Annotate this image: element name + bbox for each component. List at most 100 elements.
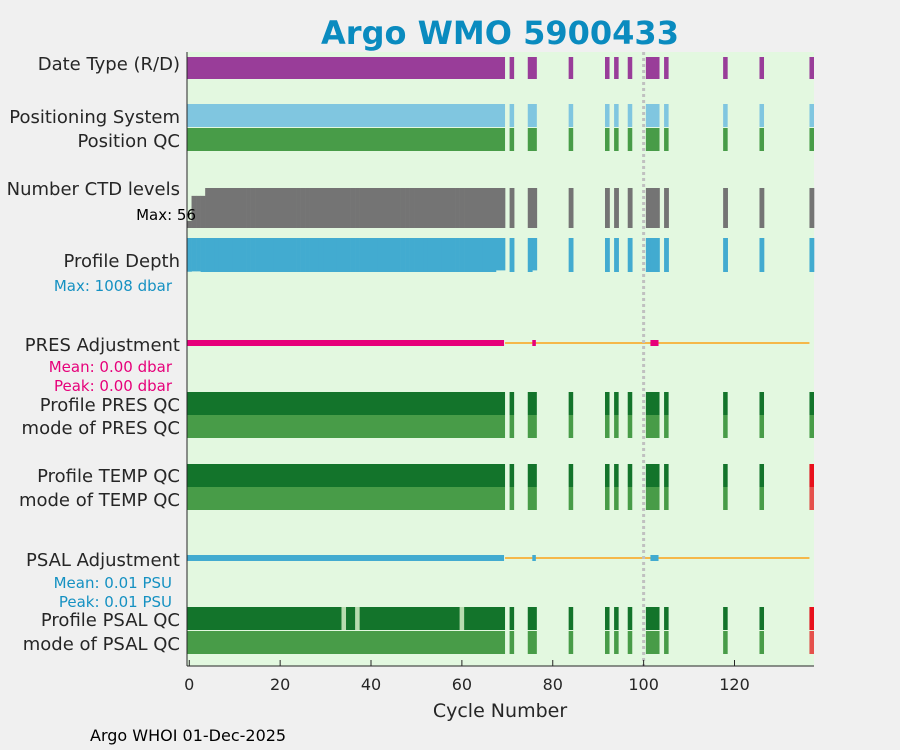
n_levels-bar (614, 188, 619, 228)
n_levels-bar (314, 188, 320, 228)
psal_adjustment-note-1: Peak: 0.01 PSU (59, 593, 172, 611)
profile_pres_qc-bar (527, 392, 537, 415)
profile_depth-bar (645, 238, 651, 272)
profile_temp_qc-bar (614, 464, 619, 487)
profile_depth-bar (809, 238, 815, 272)
n_levels-bar (355, 188, 360, 228)
mode_temp_qc-bar (759, 487, 765, 510)
positioning_system-bar (527, 104, 537, 127)
n_levels-bar (455, 188, 460, 228)
profile_depth-bar (400, 238, 406, 272)
n_levels-bar (386, 188, 392, 228)
profile_depth-bar (227, 238, 233, 272)
profile_depth-bar (605, 238, 610, 272)
mode_psal_qc-bar (664, 631, 669, 654)
n_levels-bar (187, 220, 192, 228)
n_levels-bar (605, 188, 610, 228)
profile_pres_qc-bar (509, 392, 515, 415)
positioning_system-bar (187, 104, 506, 127)
profile_depth-bar (445, 238, 451, 272)
row-label-mode_pres_qc: mode of PRES QC (22, 418, 180, 439)
x-tick-label: 60 (452, 675, 472, 694)
profile_depth-bar (386, 238, 392, 272)
positioning_system-bar (809, 104, 814, 127)
mode_pres_qc-bar (664, 415, 669, 438)
n_levels-bar (809, 188, 815, 228)
profile_psal_qc-bar (664, 607, 669, 630)
profile_psal_qc-flag-bar (341, 607, 347, 630)
profile_depth-bar (486, 238, 492, 272)
n_levels-bar (427, 188, 433, 228)
n_levels-bar (482, 188, 488, 228)
position_qc-bar (527, 128, 537, 151)
x-axis-label: Cycle Number (433, 700, 567, 722)
date_type-bar (568, 57, 574, 79)
mode_psal_qc-bar (568, 631, 574, 654)
mode_temp_qc-bar (527, 487, 537, 510)
mode_pres_qc-bar (627, 415, 633, 438)
n_levels-bar (286, 188, 292, 228)
n_levels-bar (445, 188, 451, 228)
date_type-bar (527, 57, 537, 79)
profile_depth-bar (250, 238, 256, 272)
profile_temp_qc-bar (627, 464, 633, 487)
profile_temp_qc-bar (723, 464, 728, 487)
profile_depth-bar (459, 238, 465, 272)
mode_temp_qc-bar (627, 487, 633, 510)
row-label-positioning_system: Positioning System (9, 107, 180, 128)
positioning_system-bar (645, 104, 660, 127)
profile_temp_qc-bar (645, 464, 660, 487)
n_levels-bar (723, 188, 728, 228)
profile_depth-note: Max: 1008 dbar (54, 277, 173, 295)
n_levels-bar (500, 188, 506, 228)
profile_pres_qc-bar (187, 392, 506, 415)
n_levels-bar (491, 188, 497, 228)
footer-credit: Argo WHOI 01-Dec-2025 (90, 726, 286, 745)
profile_depth-bar (527, 238, 533, 272)
row-label-n_levels: Number CTD levels (7, 179, 180, 200)
profile_depth-bar (664, 238, 669, 272)
row-label-mode_temp_qc: mode of TEMP QC (19, 490, 180, 511)
profile_psal_qc-bar (605, 607, 610, 630)
position_qc-bar (723, 128, 728, 151)
profile_depth-bar (427, 238, 433, 272)
mode_psal_qc-bar (645, 631, 660, 654)
row-label-mode_psal_qc: mode of PSAL QC (23, 634, 180, 655)
profile_depth-bar (391, 238, 397, 272)
profile_pres_qc-bar (809, 392, 814, 415)
profile_depth-bar (305, 238, 310, 272)
date_type-bar (509, 57, 515, 79)
mode_temp_qc-bar (614, 487, 619, 510)
profile_depth-bar (654, 238, 660, 272)
n_levels-bar (359, 188, 365, 228)
profile_depth-bar (418, 238, 424, 272)
positioning_system-bar (627, 104, 633, 127)
positioning_system-bar (568, 104, 574, 127)
profile_psal_qc-bar (568, 607, 574, 630)
profile_pres_qc-bar (627, 392, 633, 415)
mode_temp_qc-bar (645, 487, 660, 510)
profile_depth-bar (723, 238, 728, 272)
profile_depth-bar (468, 238, 474, 272)
n_levels-bar (300, 188, 306, 228)
n_levels-bar (436, 188, 442, 228)
profile_depth-bar (318, 238, 324, 272)
position_qc-bar (759, 128, 765, 151)
n_levels-bar (232, 188, 238, 228)
profile_depth-bar (209, 238, 215, 272)
n_levels-bar (364, 188, 370, 228)
n_levels-bar (650, 188, 656, 228)
mode_pres_qc-bar (527, 415, 537, 438)
positioning_system-bar (605, 104, 610, 127)
n_levels-bar (341, 188, 347, 228)
profile_depth-bar (464, 238, 469, 272)
n_levels-bar (200, 195, 206, 228)
n_levels-bar (568, 188, 574, 228)
profile_psal_qc-bar (723, 607, 728, 630)
profile_depth-bar (432, 238, 438, 272)
profile_depth-bar (491, 238, 497, 272)
profile_depth-bar (223, 238, 229, 272)
mode_psal_qc-bar (605, 631, 610, 654)
n_levels-bar (291, 188, 297, 228)
